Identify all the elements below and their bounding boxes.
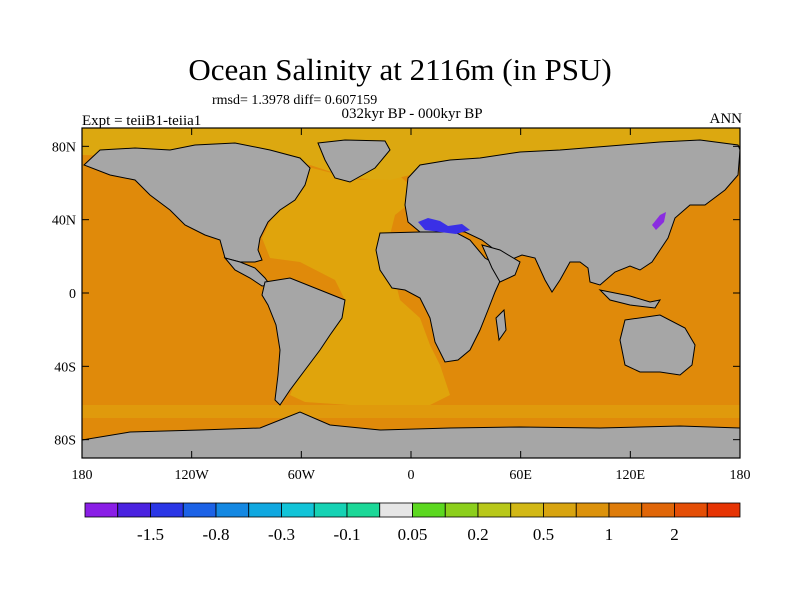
colorbar-swatch — [248, 502, 282, 518]
season-label: ANN — [709, 111, 743, 127]
x-tick-label: 60W — [288, 468, 316, 483]
greenland — [317, 139, 391, 183]
x-tick-label: 120W — [175, 468, 210, 483]
colorbar-swatch — [444, 502, 479, 518]
map-title: Ocean Salinity at 2116m (in PSU) — [188, 52, 612, 87]
colorbar-swatch — [215, 502, 250, 518]
x-tick-label: 120E — [616, 468, 646, 483]
colorbar-label: -0.1 — [334, 525, 361, 544]
experiment-label: Expt = teiiB1-teiia1 — [82, 113, 202, 129]
madagascar — [495, 308, 507, 342]
x-tick-label: 180 — [72, 468, 93, 483]
colorbar-swatch — [84, 502, 119, 518]
stats-readout: rmsd= 1.3978 diff= 0.607159 — [212, 93, 378, 108]
arabia — [481, 244, 521, 283]
antarctica — [82, 411, 740, 458]
period-label: 032kyr BP - 000kyr BP — [341, 106, 483, 122]
map-panel — [82, 128, 740, 458]
eurasia — [404, 139, 740, 293]
colorbar-swatch — [379, 502, 413, 518]
mediterranean-sea — [418, 218, 470, 234]
colorbar-swatch — [150, 502, 184, 518]
y-tick-label: 40N — [52, 214, 76, 229]
arctic-ocean — [82, 128, 740, 180]
y-tick-label: 80S — [54, 434, 76, 449]
colorbar-swatch — [641, 502, 675, 518]
colorbar-swatch — [182, 502, 217, 518]
colorbar-label: -0.8 — [203, 525, 230, 544]
y-tick-label: 0 — [69, 287, 76, 302]
map-axes: 180 120W 60W 0 60E 120E 180 80N 40N 0 40S 80S — [52, 128, 751, 483]
indonesia — [598, 289, 662, 309]
colorbar-swatch — [313, 502, 348, 518]
africa — [375, 231, 506, 363]
y-tick-label: 80N — [52, 140, 76, 155]
x-tick-label: 60E — [509, 468, 532, 483]
colorbar-swatch — [117, 502, 151, 518]
australia — [619, 314, 696, 376]
colorbar-label: 0.2 — [467, 525, 488, 544]
colorbar-label: -1.5 — [137, 525, 164, 544]
colorbar-swatch — [674, 502, 708, 518]
y-tick-label: 40S — [54, 360, 76, 375]
colorbar-swatch — [706, 502, 741, 518]
colorbar-swatch — [477, 502, 512, 518]
colorbar-label: 2 — [670, 525, 679, 544]
colorbar-swatch — [608, 502, 643, 518]
southern-ocean-band — [82, 405, 740, 418]
colorbar-label: -0.3 — [268, 525, 295, 544]
colorbar-label: 0.5 — [533, 525, 554, 544]
x-tick-label: 0 — [408, 468, 415, 483]
colorbar-swatch — [346, 502, 381, 518]
colorbar-label: 0.05 — [398, 525, 428, 544]
south-america — [261, 277, 346, 406]
land-masses — [82, 139, 740, 458]
colorbar-swatch — [543, 502, 577, 518]
japan-sea — [652, 212, 666, 230]
north-america — [83, 142, 311, 263]
colorbar-label: 1 — [605, 525, 614, 544]
colorbar-swatch — [510, 502, 544, 518]
atlantic-ocean — [262, 165, 450, 408]
colorbar-swatch — [575, 502, 610, 518]
colorbar-swatch — [281, 502, 315, 518]
colorbar: -1.5 -0.8 -0.3 -0.1 0.05 0.2 0.5 1 2 — [84, 502, 741, 544]
x-tick-label: 180 — [730, 468, 751, 483]
colorbar-swatch — [412, 502, 446, 518]
